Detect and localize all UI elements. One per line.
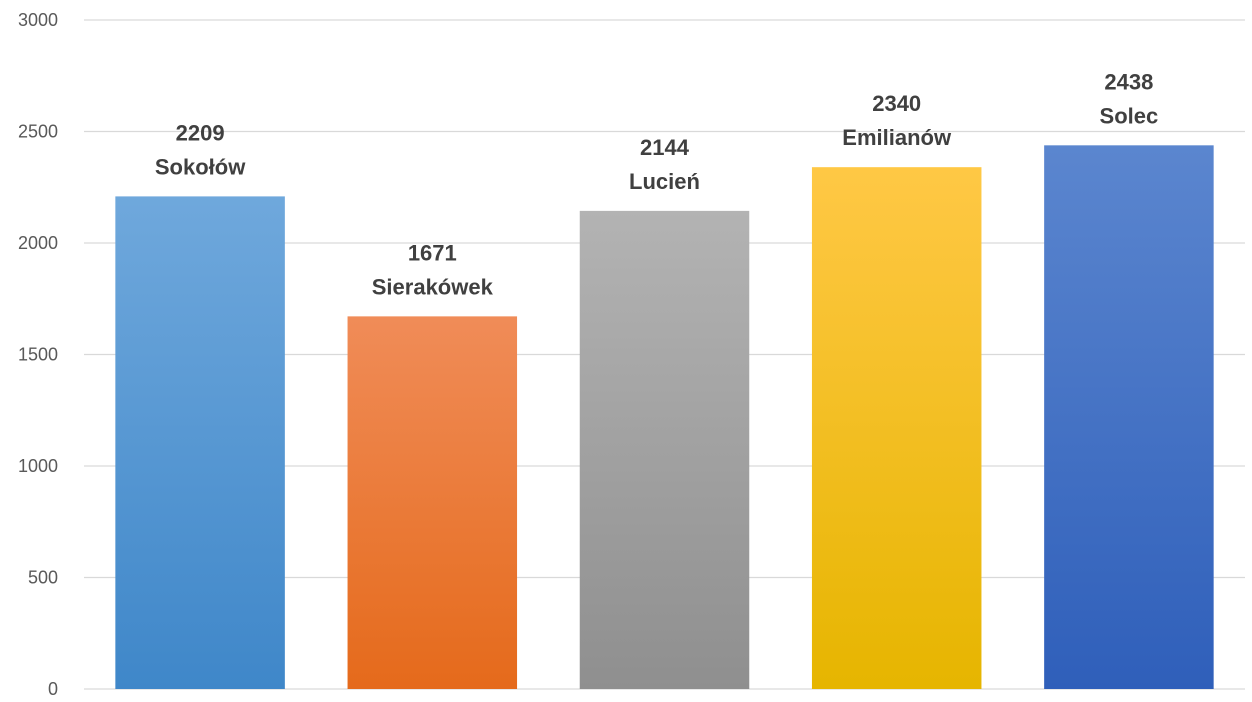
y-tick-label: 0	[48, 679, 58, 699]
bars	[115, 145, 1214, 690]
bar-lucień	[579, 210, 750, 689]
bar-solec	[1044, 145, 1214, 690]
bar-category-label: Solec	[1100, 103, 1159, 128]
bar-emilianów	[811, 167, 982, 689]
y-axis-tick-labels: 0 500 1000 1500 2000 2500 3000	[18, 10, 58, 699]
y-tick-label: 3000	[18, 10, 58, 30]
bar-value-label: 2438	[1104, 69, 1153, 94]
y-tick-label: 2000	[18, 233, 58, 253]
bar-value-label: 2144	[640, 135, 690, 160]
bar-value-label: 1671	[408, 240, 457, 265]
bar-sokołów	[115, 196, 285, 689]
y-tick-label: 1500	[18, 345, 58, 365]
y-tick-label: 1000	[18, 456, 58, 476]
bar-value-label: 2209	[176, 120, 225, 145]
bar-category-label: Sokołów	[155, 154, 246, 179]
bar-value-label: 2340	[872, 91, 921, 116]
bar-category-label: Lucień	[629, 169, 700, 194]
y-tick-label: 2500	[18, 122, 58, 142]
bar-category-label: Sierakówek	[372, 274, 494, 299]
bar-category-label: Emilianów	[842, 125, 952, 150]
y-tick-label: 500	[28, 568, 58, 588]
bar-sierakówek	[347, 316, 518, 689]
data-labels: 2209 Sokołów 1671 Sierakówek 2144 Lucień 2340 E…	[155, 69, 1158, 299]
